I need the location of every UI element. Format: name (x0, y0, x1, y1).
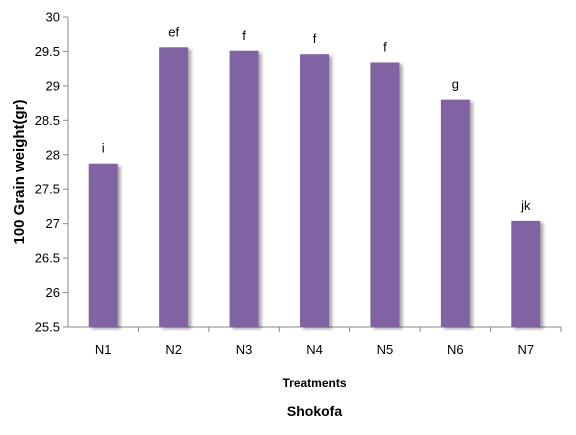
significance-letter: jk (520, 198, 531, 213)
y-tick-label: 28 (46, 147, 60, 162)
x-tick-label: N2 (165, 342, 182, 357)
bar-n3 (229, 50, 259, 327)
axes: 25.5 26 26.5 27 27.5 28 28.5 29 29.5 30 (35, 10, 562, 335)
y-tick-label: 25.5 (35, 320, 60, 335)
y-axis-label: 100 Grain weight(gr) (11, 99, 28, 244)
y-tick-label: 26.5 (35, 251, 60, 266)
x-axis-label: Treatments (282, 376, 346, 390)
y-tick-label: 26 (46, 285, 60, 300)
significance-letter: f (242, 28, 246, 43)
y-tick-label: 28.5 (35, 113, 60, 128)
bar-n4 (300, 54, 329, 327)
x-tick-label: N7 (517, 342, 534, 357)
labels: N1 i N2 ef N3 f N4 f N5 f N6 g N7 jk (95, 24, 534, 357)
significance-letter: g (452, 77, 459, 92)
y-tick-label: 27 (46, 216, 60, 231)
x-tick-label: N4 (306, 342, 323, 357)
significance-letter: f (383, 39, 387, 54)
x-tick-label: N6 (447, 342, 464, 357)
y-tick-label: 29 (46, 78, 60, 93)
y-tick-label: 27.5 (35, 182, 60, 197)
bar-n2 (159, 47, 189, 328)
chart-caption: Shokofa (287, 403, 342, 419)
x-tick-label: N3 (236, 342, 253, 357)
y-tick-label: 30 (46, 10, 60, 25)
bars (88, 47, 541, 328)
y-tick-label: 29.5 (35, 44, 60, 59)
significance-letter: i (102, 141, 105, 156)
bar-n1 (88, 163, 118, 327)
significance-letter: ef (168, 24, 179, 39)
bar-n7 (511, 220, 541, 327)
significance-letter: f (313, 31, 317, 46)
x-tick-label: N5 (377, 342, 394, 357)
bar-n5 (370, 62, 400, 327)
x-tick-label: N1 (95, 342, 112, 357)
bar-n6 (440, 99, 470, 328)
